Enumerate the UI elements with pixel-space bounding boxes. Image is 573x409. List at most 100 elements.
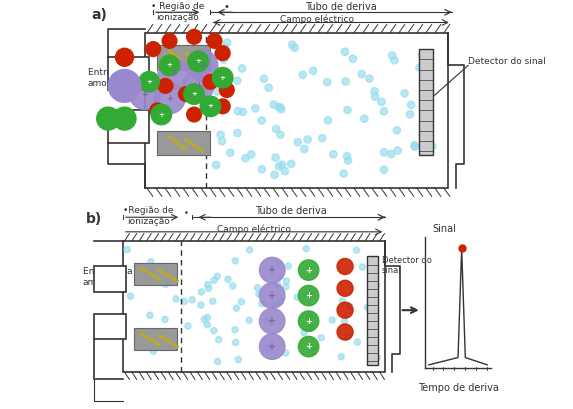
Circle shape — [329, 317, 335, 323]
Circle shape — [151, 104, 171, 125]
Text: Tempo de deriva: Tempo de deriva — [418, 383, 499, 393]
Circle shape — [429, 143, 436, 150]
Circle shape — [124, 247, 130, 253]
Circle shape — [220, 56, 227, 63]
Circle shape — [391, 56, 398, 64]
Circle shape — [215, 99, 230, 114]
Circle shape — [416, 64, 423, 71]
Circle shape — [258, 166, 265, 173]
Circle shape — [154, 266, 160, 272]
Circle shape — [271, 302, 277, 308]
Text: +: + — [268, 291, 276, 301]
Circle shape — [270, 101, 277, 108]
Circle shape — [339, 298, 346, 304]
Circle shape — [289, 41, 296, 49]
Circle shape — [282, 284, 289, 290]
Circle shape — [246, 317, 252, 323]
Text: +: + — [158, 112, 164, 117]
Text: +: + — [142, 90, 148, 99]
Text: •Região de
ionização: •Região de ionização — [123, 206, 174, 227]
Circle shape — [214, 88, 221, 95]
Circle shape — [294, 139, 301, 146]
Text: +: + — [305, 265, 312, 274]
Circle shape — [232, 258, 238, 264]
Bar — [123, 241, 385, 372]
Circle shape — [188, 51, 209, 72]
Text: •: • — [184, 209, 189, 218]
Circle shape — [394, 147, 401, 154]
Circle shape — [323, 79, 331, 86]
Text: Campo eléctrico: Campo eléctrico — [280, 14, 354, 24]
Circle shape — [338, 354, 344, 360]
Text: +: + — [170, 69, 177, 78]
Circle shape — [159, 55, 180, 76]
Circle shape — [179, 87, 193, 101]
Circle shape — [127, 293, 134, 299]
Circle shape — [187, 107, 202, 122]
Circle shape — [170, 343, 176, 349]
Circle shape — [238, 65, 246, 72]
Bar — [93, 314, 127, 339]
Circle shape — [246, 247, 253, 253]
Circle shape — [232, 326, 238, 333]
Circle shape — [205, 282, 211, 288]
Circle shape — [411, 142, 418, 149]
Circle shape — [388, 52, 396, 59]
Circle shape — [308, 325, 314, 332]
Circle shape — [360, 115, 368, 122]
Text: +: + — [207, 103, 213, 109]
Circle shape — [344, 106, 351, 114]
Circle shape — [299, 311, 319, 331]
Circle shape — [401, 90, 409, 97]
Circle shape — [213, 161, 220, 169]
Circle shape — [209, 105, 215, 112]
Circle shape — [275, 103, 282, 111]
Circle shape — [354, 247, 360, 253]
Circle shape — [275, 163, 282, 170]
Circle shape — [277, 131, 284, 138]
Circle shape — [233, 305, 240, 311]
Circle shape — [258, 117, 265, 124]
Circle shape — [259, 301, 265, 307]
Circle shape — [371, 88, 378, 95]
Circle shape — [282, 350, 289, 356]
Circle shape — [217, 131, 224, 138]
Circle shape — [347, 303, 353, 309]
Circle shape — [260, 334, 285, 360]
Bar — [108, 110, 149, 143]
Circle shape — [185, 323, 191, 329]
Text: Entrada da
amostra: Entrada da amostra — [83, 267, 132, 288]
Circle shape — [281, 167, 289, 175]
Circle shape — [218, 137, 226, 145]
Circle shape — [304, 136, 311, 143]
Circle shape — [189, 297, 195, 303]
Text: Campo eléctrico: Campo eléctrico — [217, 225, 291, 234]
Text: Tubo de deriva: Tubo de deriva — [305, 2, 377, 12]
Circle shape — [260, 283, 285, 308]
Circle shape — [234, 108, 242, 115]
Circle shape — [242, 155, 249, 162]
Circle shape — [301, 145, 308, 153]
Circle shape — [380, 166, 387, 173]
Circle shape — [207, 34, 222, 48]
Circle shape — [139, 72, 159, 92]
Bar — [367, 256, 378, 365]
Circle shape — [203, 74, 218, 89]
Circle shape — [211, 328, 217, 334]
Circle shape — [200, 96, 221, 117]
Circle shape — [204, 321, 210, 328]
Bar — [157, 45, 210, 70]
Circle shape — [278, 161, 286, 169]
Text: +: + — [220, 75, 226, 81]
Text: Tubo de deriva: Tubo de deriva — [254, 206, 326, 216]
Circle shape — [210, 298, 216, 304]
Circle shape — [329, 151, 337, 158]
Text: +: + — [305, 317, 312, 326]
Circle shape — [248, 151, 255, 158]
Circle shape — [201, 317, 207, 323]
Circle shape — [214, 50, 222, 57]
Circle shape — [167, 265, 173, 272]
Circle shape — [97, 107, 120, 130]
Circle shape — [184, 84, 205, 104]
Circle shape — [374, 354, 380, 360]
